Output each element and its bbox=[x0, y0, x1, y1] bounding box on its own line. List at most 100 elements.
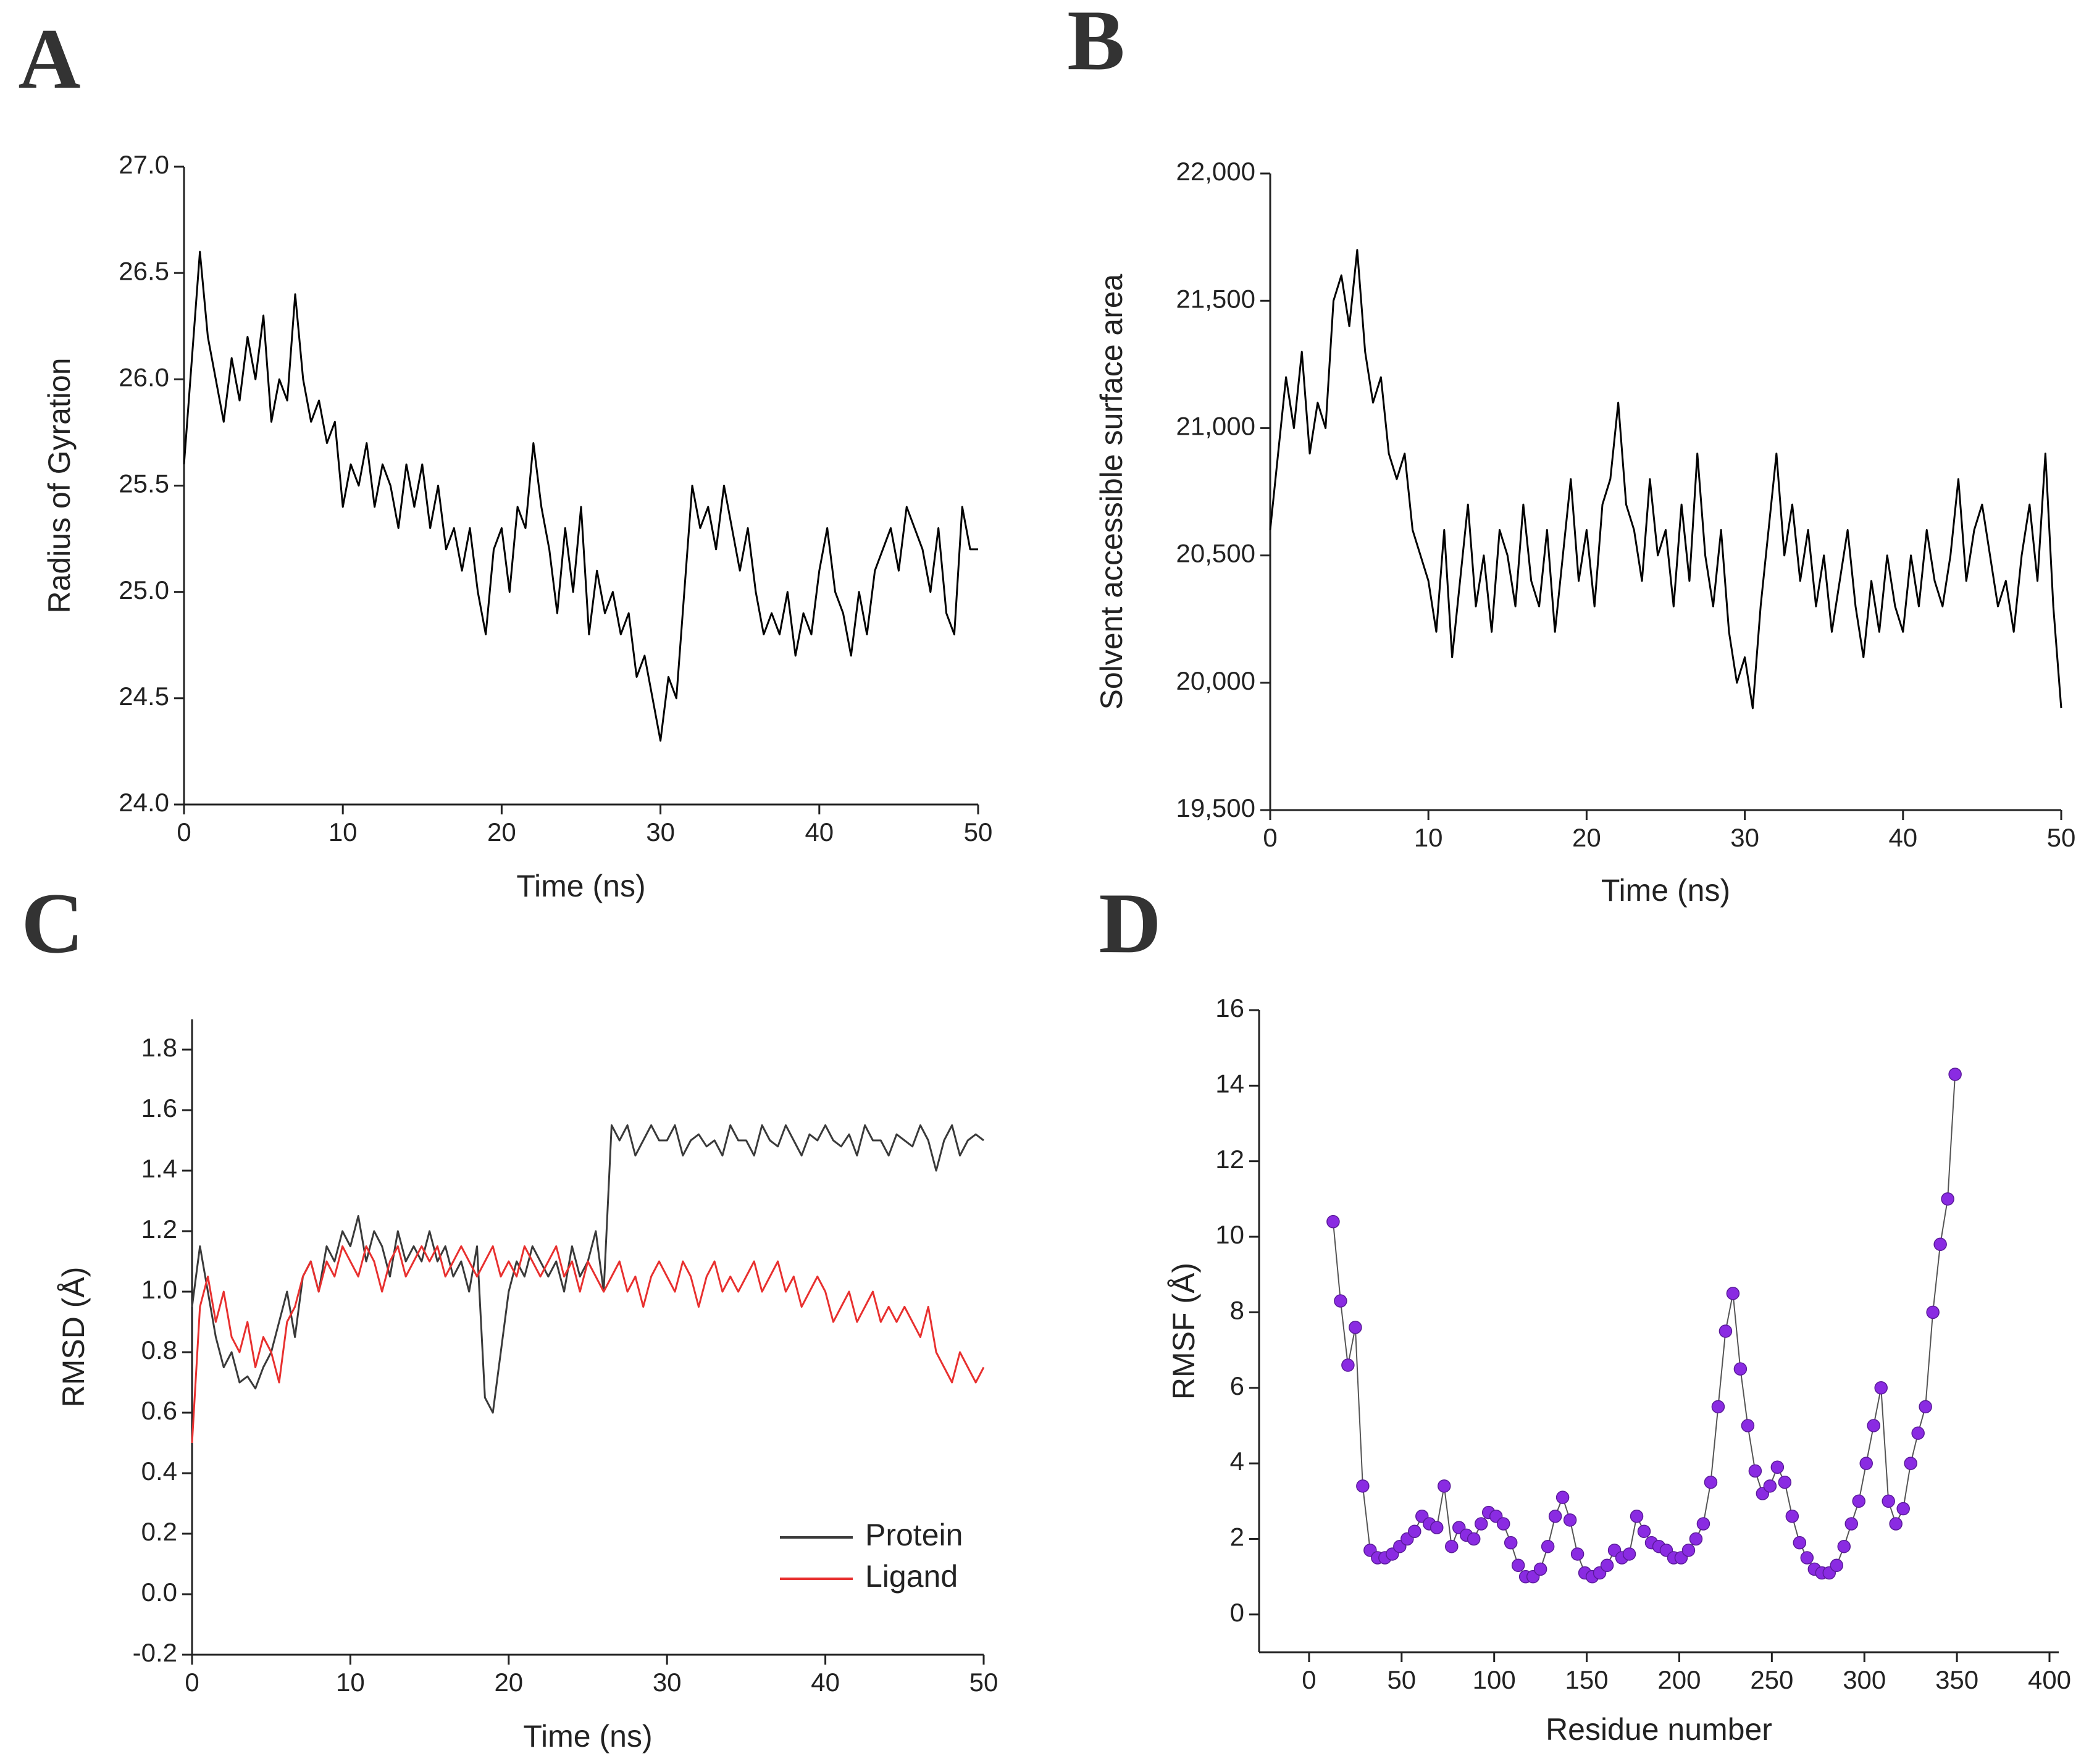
data-point bbox=[1533, 1562, 1547, 1576]
data-point bbox=[1830, 1558, 1844, 1573]
x-tick-label: 150 bbox=[1565, 1665, 1609, 1694]
x-tick-label: 10 bbox=[1414, 823, 1443, 852]
x-tick-label: 200 bbox=[1657, 1665, 1701, 1694]
y-tick-label: 1.8 bbox=[141, 1033, 177, 1062]
y-tick-label: 26.0 bbox=[119, 362, 169, 391]
x-tick-label: 350 bbox=[1935, 1665, 1978, 1694]
series-line bbox=[183, 251, 978, 742]
y-tick-label: 21,500 bbox=[1176, 284, 1255, 313]
y-tick-label: 20,000 bbox=[1176, 666, 1255, 695]
data-point bbox=[1926, 1305, 1940, 1319]
x-tick-label: 50 bbox=[969, 1668, 998, 1697]
data-point bbox=[1689, 1532, 1703, 1546]
y-tick-label: 12 bbox=[1215, 1145, 1244, 1174]
data-point bbox=[1496, 1517, 1510, 1531]
data-point bbox=[1356, 1479, 1370, 1493]
data-point bbox=[1445, 1539, 1459, 1553]
y-tick-label: 10 bbox=[1215, 1220, 1244, 1249]
data-point bbox=[1837, 1539, 1851, 1553]
series-line bbox=[1269, 249, 2062, 709]
data-point bbox=[1800, 1551, 1814, 1565]
data-point bbox=[1563, 1513, 1577, 1527]
data-point bbox=[1341, 1358, 1355, 1372]
y-tick-label: 2 bbox=[1230, 1523, 1244, 1552]
data-point bbox=[1733, 1362, 1748, 1376]
x-tick-label: 10 bbox=[336, 1668, 365, 1697]
data-point bbox=[1882, 1494, 1895, 1508]
x-tick-label: 0 bbox=[1263, 823, 1277, 852]
series-line bbox=[191, 1245, 985, 1444]
x-tick-label: 300 bbox=[1843, 1665, 1886, 1694]
legend-label: Ligand bbox=[865, 1559, 958, 1594]
data-point bbox=[1874, 1381, 1888, 1395]
y-tick-label: 20,500 bbox=[1176, 539, 1255, 568]
y-tick-label: 0.6 bbox=[141, 1396, 177, 1425]
data-point bbox=[1704, 1475, 1718, 1489]
y-tick-label: 24.0 bbox=[119, 788, 169, 817]
data-point bbox=[1911, 1426, 1925, 1440]
x-tick-label: 250 bbox=[1750, 1665, 1793, 1694]
y-axis-title: Solvent accessible surface area bbox=[1094, 274, 1129, 709]
panel-label: D bbox=[1099, 876, 1161, 971]
data-point bbox=[1933, 1237, 1947, 1252]
data-point bbox=[1904, 1457, 1917, 1470]
y-tick-label: 14 bbox=[1215, 1069, 1244, 1098]
y-tick-label: 4 bbox=[1230, 1447, 1244, 1476]
panel-label: B bbox=[1067, 0, 1124, 88]
y-tick-label: 25.0 bbox=[119, 575, 169, 604]
y-axis-title: RMSF (Å) bbox=[1166, 1263, 1201, 1400]
data-point bbox=[1793, 1536, 1807, 1550]
y-tick-label: 1.0 bbox=[141, 1275, 177, 1304]
data-point bbox=[1467, 1532, 1481, 1546]
y-tick-label: 27.0 bbox=[119, 150, 169, 179]
x-tick-label: 400 bbox=[2028, 1665, 2071, 1694]
data-point bbox=[1948, 1068, 1962, 1081]
data-point bbox=[1763, 1479, 1777, 1493]
y-tick-label: 19,500 bbox=[1176, 793, 1255, 822]
x-tick-label: 0 bbox=[185, 1668, 199, 1697]
x-tick-label: 50 bbox=[2047, 823, 2076, 852]
data-point bbox=[1430, 1521, 1444, 1534]
data-point bbox=[1622, 1547, 1636, 1561]
x-tick-label: 20 bbox=[1572, 823, 1601, 852]
x-tick-label: 20 bbox=[494, 1668, 523, 1697]
data-point bbox=[1408, 1524, 1421, 1538]
y-tick-label: 22,000 bbox=[1176, 157, 1255, 186]
data-point bbox=[1474, 1517, 1488, 1531]
panel-label: C bbox=[21, 876, 83, 971]
y-tick-label: 1.2 bbox=[141, 1214, 177, 1244]
y-tick-label: -0.2 bbox=[133, 1638, 177, 1667]
y-axis-title: RMSD (Å) bbox=[56, 1267, 91, 1408]
x-tick-label: 40 bbox=[811, 1668, 840, 1697]
data-point bbox=[1637, 1524, 1651, 1538]
x-tick-label: 30 bbox=[653, 1668, 682, 1697]
y-tick-label: 0.4 bbox=[141, 1457, 177, 1486]
data-point bbox=[1726, 1287, 1740, 1300]
data-point bbox=[1696, 1517, 1710, 1531]
y-tick-label: 0.8 bbox=[141, 1336, 177, 1365]
x-tick-label: 50 bbox=[964, 817, 993, 846]
data-point bbox=[1504, 1536, 1518, 1550]
data-point bbox=[1541, 1539, 1555, 1553]
y-tick-label: 6 bbox=[1230, 1371, 1244, 1400]
data-point bbox=[1896, 1502, 1910, 1516]
x-tick-label: 30 bbox=[646, 817, 675, 846]
data-point bbox=[1741, 1419, 1755, 1432]
data-point bbox=[1548, 1510, 1562, 1523]
data-point bbox=[1889, 1517, 1903, 1531]
y-tick-label: 21,000 bbox=[1176, 411, 1255, 440]
y-tick-label: 1.4 bbox=[141, 1154, 177, 1183]
y-tick-label: 25.5 bbox=[119, 469, 169, 498]
data-point bbox=[1600, 1558, 1614, 1573]
x-tick-label: 50 bbox=[1387, 1665, 1416, 1694]
data-point bbox=[1844, 1517, 1859, 1531]
x-tick-label: 0 bbox=[1302, 1665, 1316, 1694]
x-tick-label: 40 bbox=[1888, 823, 1917, 852]
data-point bbox=[1859, 1457, 1873, 1470]
x-tick-label: 0 bbox=[177, 817, 191, 846]
data-point bbox=[1919, 1400, 1932, 1414]
series-line bbox=[191, 1124, 984, 1414]
data-point bbox=[1719, 1324, 1733, 1338]
y-tick-label: 24.5 bbox=[119, 682, 169, 711]
